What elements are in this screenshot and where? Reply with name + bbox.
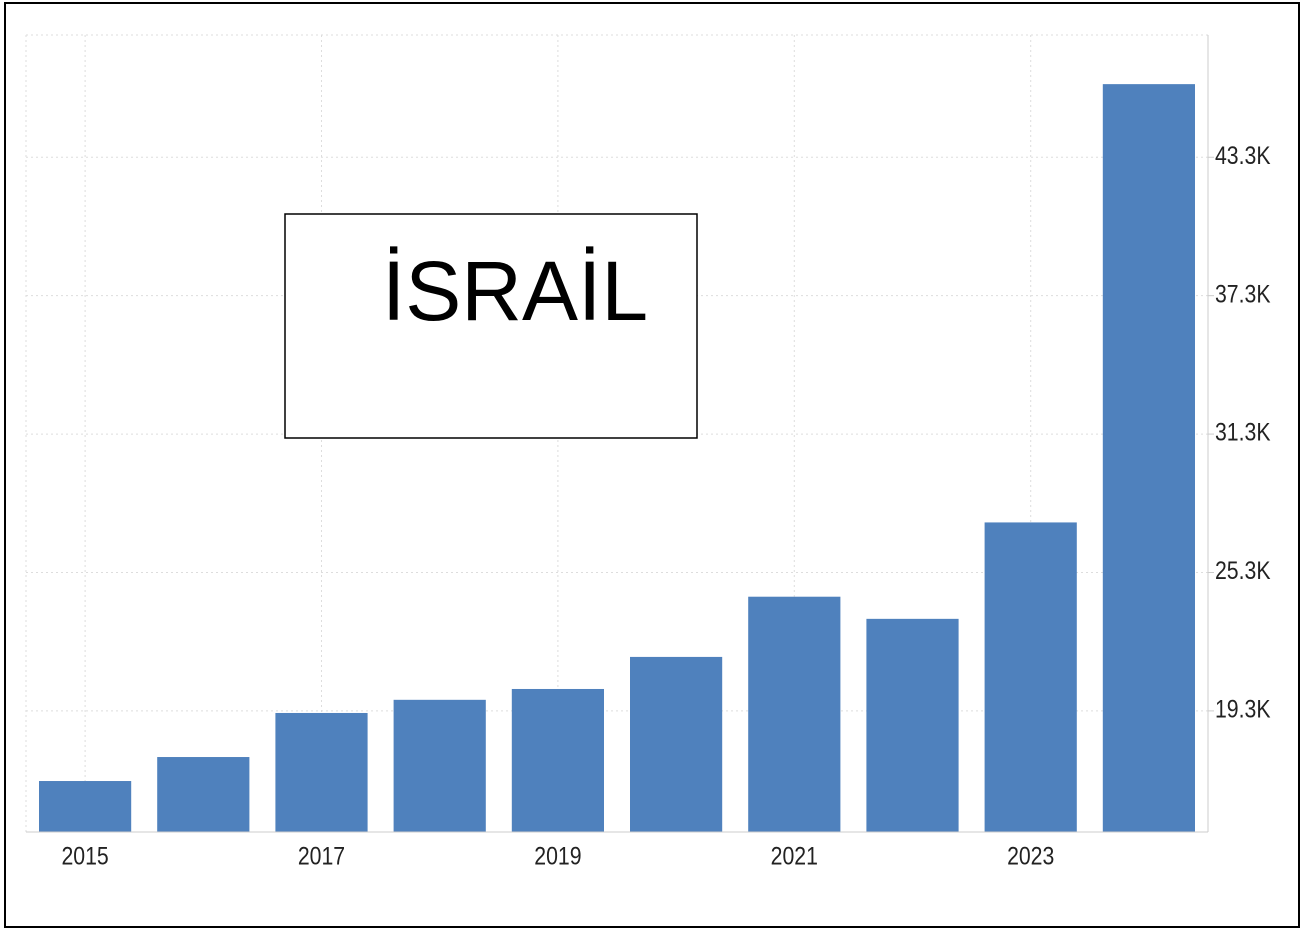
bar [1102, 84, 1195, 832]
bar [511, 688, 604, 832]
plot-area: 19.3K 25.3K 31.3K 37.3K 43.3K 2015 2017 2019 202… [25, 34, 1271, 870]
y-tick-label: 25.3K [1215, 556, 1271, 584]
x-tick-label: 2015 [61, 842, 108, 870]
bar [39, 781, 132, 832]
bar [630, 656, 723, 832]
x-tick-label: 2021 [771, 842, 818, 870]
bar [393, 699, 486, 832]
annotation-box [284, 213, 698, 439]
y-tick-label: 31.3K [1215, 418, 1271, 446]
x-tick-label: 2023 [1007, 842, 1054, 870]
y-tick-label: 19.3K [1215, 695, 1271, 723]
x-tick-label: 2017 [298, 842, 345, 870]
y-tick-label: 43.3K [1215, 141, 1271, 169]
bar [157, 757, 250, 832]
y-tick-label: 37.3K [1215, 280, 1271, 308]
bar [275, 712, 368, 832]
x-tick-label: 2019 [534, 842, 581, 870]
bar [866, 618, 959, 832]
bar [984, 522, 1077, 832]
bar [748, 596, 841, 832]
annotation: İSRAİL [382, 244, 648, 338]
